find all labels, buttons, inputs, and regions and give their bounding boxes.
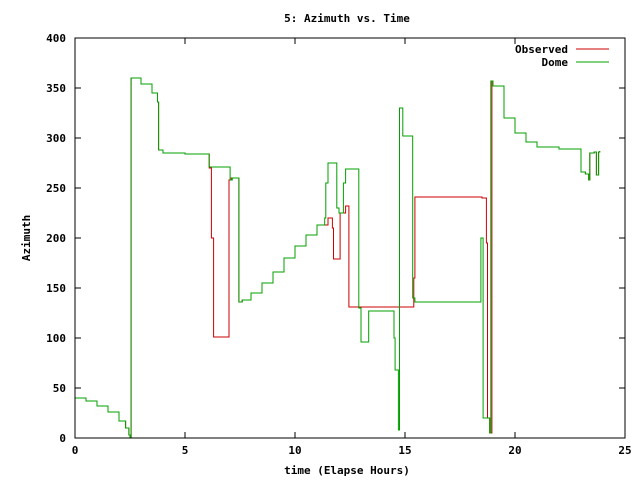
y-tick-label: 50 xyxy=(53,382,66,395)
y-tick-label: 250 xyxy=(46,182,66,195)
plot-frame xyxy=(74,37,626,439)
legend-label-observed: Observed xyxy=(515,43,568,56)
chart-title: 5: Azimuth vs. Time xyxy=(284,12,410,25)
x-tick-label: 25 xyxy=(618,444,631,457)
y-tick-label: 300 xyxy=(46,132,66,145)
legend-label-dome: Dome xyxy=(542,56,569,69)
y-tick-label: 150 xyxy=(46,282,66,295)
series-line-dome xyxy=(75,77,601,439)
y-tick-label: 400 xyxy=(46,32,66,45)
plot-lines xyxy=(75,77,601,439)
y-tick-label: 350 xyxy=(46,82,66,95)
x-tick-label: 0 xyxy=(72,444,79,457)
x-axis-label: time (Elapse Hours) xyxy=(284,464,410,477)
y-tick-label: 0 xyxy=(59,432,66,445)
x-tick-label: 5 xyxy=(182,444,189,457)
x-tick-label: 15 xyxy=(398,444,411,457)
y-axis-label: Azimuth xyxy=(20,215,33,261)
series-line-observed xyxy=(75,77,601,439)
x-tick-label: 10 xyxy=(288,444,301,457)
y-tick-label: 100 xyxy=(46,332,66,345)
y-tick-label: 200 xyxy=(46,232,66,245)
x-tick-label: 20 xyxy=(508,444,521,457)
